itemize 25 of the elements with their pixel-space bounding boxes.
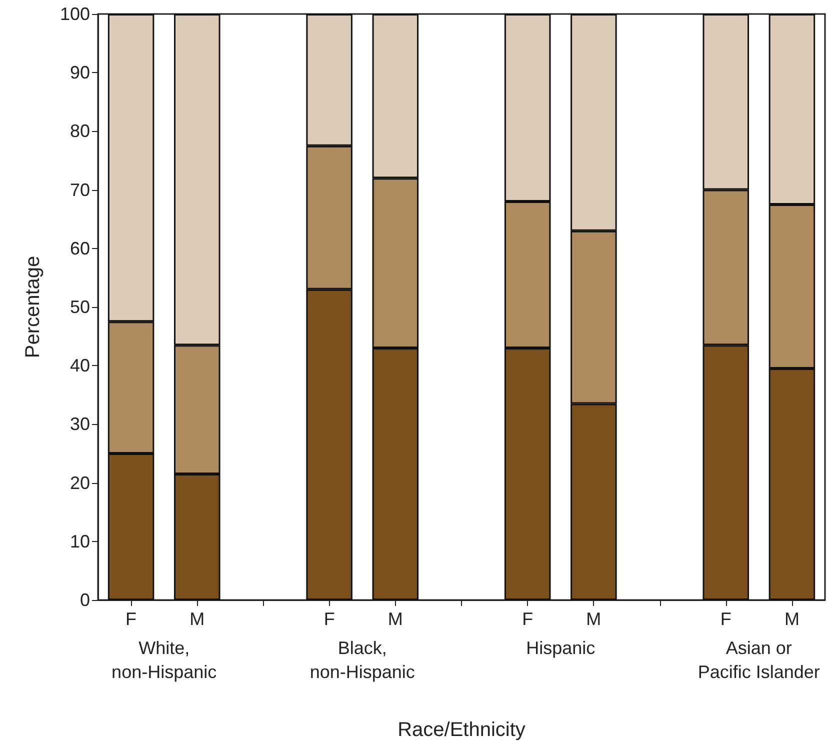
x-tick-label: F [522, 609, 534, 629]
y-axis-title: Percentage [22, 256, 44, 358]
x-tick-label: M [190, 609, 205, 629]
text: Hispanic [526, 638, 596, 658]
y-tick-label: 90 [70, 62, 90, 83]
y-tick-label: 30 [70, 414, 90, 434]
y-tick-label: 100 [60, 4, 90, 24]
y-tick-label: 70 [70, 180, 90, 200]
y-tick-label: 20 [70, 472, 90, 493]
x-axis-title: Race/Ethnicity [398, 719, 526, 741]
x-tick-label: F [324, 609, 335, 629]
x-tick-label: F [720, 609, 732, 629]
text: Asian or Pacific Islander [698, 638, 820, 682]
text: White, non-Hispanic [112, 638, 217, 682]
y-tick-label: 80 [70, 121, 90, 142]
y-tick-label: 40 [70, 356, 90, 376]
y-tick-label: 0 [80, 590, 90, 610]
x-tick-label: M [784, 609, 800, 629]
x-tick-label: M [388, 609, 403, 629]
text: Black, non-Hispanic [310, 638, 415, 682]
y-tick-label: 60 [70, 238, 90, 258]
x-tick-label: F [126, 609, 137, 629]
y-tick-label: 50 [70, 297, 90, 317]
x-tick-label: M [586, 609, 602, 629]
y-tick-label: 10 [70, 531, 90, 552]
